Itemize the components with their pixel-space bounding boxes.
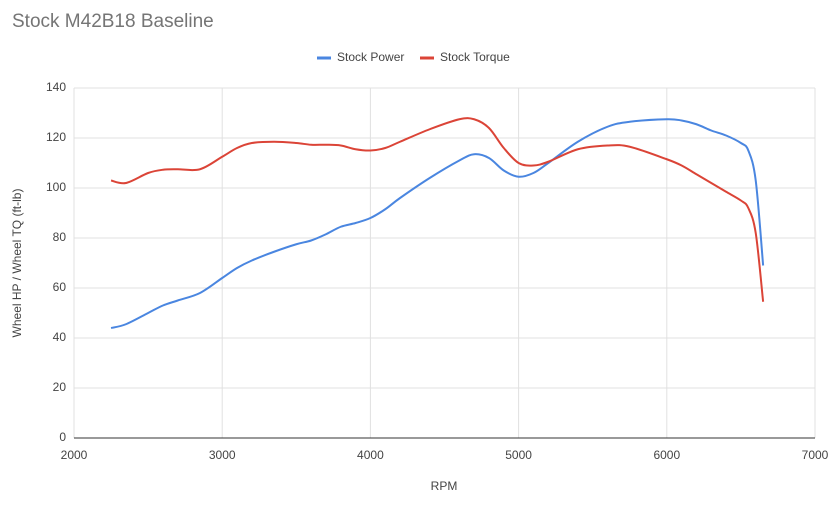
- x-tick-label: 7000: [802, 448, 829, 462]
- x-tick-label: 5000: [505, 448, 532, 462]
- y-tick-label: 60: [53, 280, 67, 294]
- x-axis-title: RPM: [431, 479, 458, 493]
- y-tick-label: 120: [46, 130, 66, 144]
- y-tick-label: 140: [46, 80, 66, 94]
- line: [110, 117, 765, 302]
- y-tick-label: 0: [59, 430, 66, 444]
- legend-label: Stock Power: [337, 50, 404, 64]
- y-tick-label: 20: [53, 380, 67, 394]
- x-tick-label: 4000: [357, 448, 384, 462]
- y-tick-label: 80: [53, 230, 67, 244]
- x-tick-label: 2000: [61, 448, 88, 462]
- chart-title: Stock M42B18 Baseline: [12, 11, 214, 32]
- y-tick-label: 100: [46, 180, 66, 194]
- line: [110, 118, 765, 329]
- x-tick-label: 6000: [653, 448, 680, 462]
- legend-label: Stock Torque: [440, 50, 510, 64]
- y-axis-title: Wheel HP / Wheel TQ (ft-lb): [10, 189, 24, 338]
- x-tick-label: 3000: [209, 448, 236, 462]
- y-tick-label: 40: [53, 330, 67, 344]
